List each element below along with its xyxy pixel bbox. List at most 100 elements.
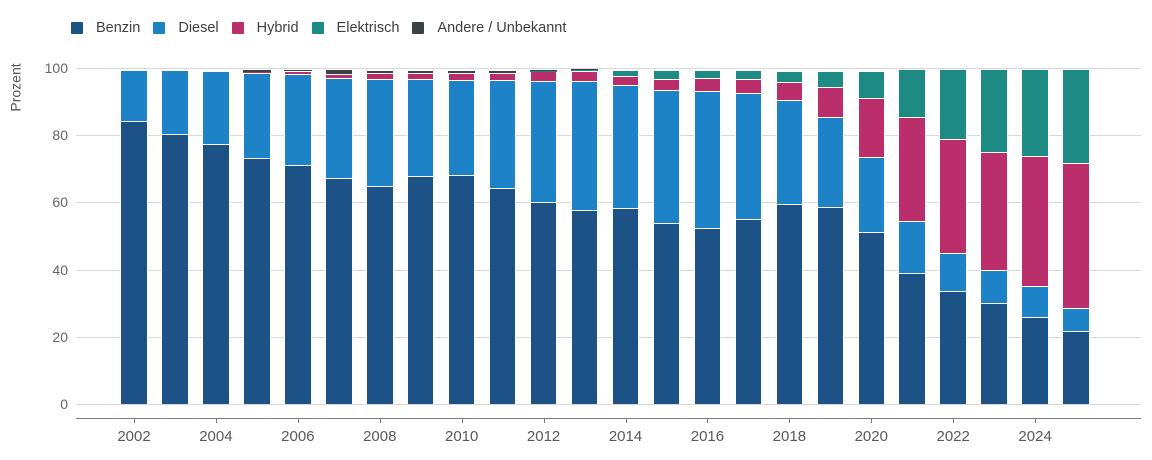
bar-segment-2011-hybrid[interactable] <box>488 72 517 81</box>
bar-segment-2019-hybrid[interactable] <box>816 86 845 118</box>
bar-segment-2015-hybrid[interactable] <box>652 79 681 91</box>
bar-segment-2020-diesel[interactable] <box>857 157 886 232</box>
bar-segment-2006-diesel[interactable] <box>284 73 312 166</box>
bar-segment-2020-hybrid[interactable] <box>857 97 886 158</box>
bar-segment-2004-diesel[interactable] <box>202 71 230 144</box>
bar-segment-2012-andere-unbekannt[interactable] <box>529 70 558 72</box>
bar-segment-2022-diesel[interactable] <box>939 252 967 292</box>
bar-segment-2025-diesel[interactable] <box>1062 307 1090 331</box>
legend-item-benzin[interactable]: Benzin <box>71 20 140 36</box>
bar-segment-2007-diesel[interactable] <box>325 78 353 179</box>
bar-segment-2009-benzin[interactable] <box>406 176 435 404</box>
bar-segment-2024-elektrisch[interactable] <box>1021 69 1049 157</box>
bar-segment-2012-diesel[interactable] <box>529 80 558 203</box>
bar-segment-2004-benzin[interactable] <box>202 143 230 404</box>
bar-segment-2019-benzin[interactable] <box>816 207 845 404</box>
bar-segment-2023-hybrid[interactable] <box>980 152 1008 270</box>
bar-segment-2002-diesel[interactable] <box>120 70 148 122</box>
bar-segment-2003-diesel[interactable] <box>161 70 189 134</box>
bar-segment-2005-benzin[interactable] <box>243 158 271 404</box>
bar-segment-2017-benzin[interactable] <box>734 219 763 404</box>
bar-segment-2019-elektrisch[interactable] <box>816 71 845 87</box>
bar-segment-2018-benzin[interactable] <box>775 204 804 404</box>
bar-segment-2018-diesel[interactable] <box>775 100 804 205</box>
bar-segment-2015-benzin[interactable] <box>652 222 681 404</box>
bar-segment-2007-andere-unbekannt[interactable] <box>325 69 353 74</box>
bar-segment-2005-diesel[interactable] <box>243 73 271 159</box>
bar-segment-2010-andere-unbekannt[interactable] <box>447 71 476 74</box>
bar-segment-2016-elektrisch[interactable] <box>693 70 722 79</box>
bar-segment-2014-diesel[interactable] <box>611 85 640 209</box>
bar-segment-2024-benzin[interactable] <box>1021 316 1049 404</box>
bar-segment-2017-hybrid[interactable] <box>734 79 763 93</box>
bar-segment-2024-hybrid[interactable] <box>1021 156 1049 287</box>
bar-segment-2005-hybrid[interactable] <box>243 72 271 74</box>
bar-segment-2021-hybrid[interactable] <box>898 116 926 221</box>
bar-segment-2007-hybrid[interactable] <box>325 73 353 79</box>
bar-segment-2012-benzin[interactable] <box>529 202 558 404</box>
bar-segment-2015-diesel[interactable] <box>652 90 681 223</box>
legend-item-diesel[interactable]: Diesel <box>153 20 219 36</box>
bar-segment-2025-benzin[interactable] <box>1062 330 1090 404</box>
bar-segment-2013-hybrid[interactable] <box>570 70 599 81</box>
bar-segment-2017-elektrisch[interactable] <box>734 70 763 80</box>
bar-segment-2010-hybrid[interactable] <box>447 73 476 81</box>
bar-segment-2023-benzin[interactable] <box>980 303 1008 404</box>
legend-item-andere-unbekannt[interactable]: Andere / Unbekannt <box>412 20 566 36</box>
legend-item-hybrid[interactable]: Hybrid <box>231 20 299 36</box>
bar-segment-2014-elektrisch[interactable] <box>611 69 640 76</box>
legend-item-elektrisch[interactable]: Elektrisch <box>311 20 399 36</box>
bar-segment-2015-elektrisch[interactable] <box>652 69 681 80</box>
bar-segment-2022-hybrid[interactable] <box>939 138 967 253</box>
bar-segment-2014-benzin[interactable] <box>611 208 640 404</box>
bar-segment-2025-elektrisch[interactable] <box>1062 69 1090 164</box>
bar-segment-2011-andere-unbekannt[interactable] <box>488 71 517 73</box>
bar-segment-2021-benzin[interactable] <box>898 272 926 404</box>
y-tick-label-60: 60 <box>52 194 68 211</box>
bar-segment-2021-elektrisch[interactable] <box>898 69 926 117</box>
bar-segment-2009-diesel[interactable] <box>406 79 435 177</box>
bar-segment-2016-benzin[interactable] <box>693 227 722 404</box>
bar-segment-2013-andere-unbekannt[interactable] <box>570 69 599 71</box>
bar-segment-2021-diesel[interactable] <box>898 220 926 273</box>
bar-segment-2013-elektrisch[interactable] <box>570 70 599 71</box>
bar-segment-2020-elektrisch[interactable] <box>857 70 886 98</box>
bar-segment-2003-benzin[interactable] <box>161 133 189 404</box>
bar-segment-2016-hybrid[interactable] <box>693 78 722 91</box>
bar-segment-2008-benzin[interactable] <box>366 185 394 404</box>
bar-segment-2023-diesel[interactable] <box>980 269 1008 304</box>
bar-segment-2011-diesel[interactable] <box>488 80 517 188</box>
bar-segment-2018-hybrid[interactable] <box>775 82 804 101</box>
bar-segment-2018-elektrisch[interactable] <box>775 71 804 83</box>
bar-segment-2013-benzin[interactable] <box>570 210 599 404</box>
bar-segment-2010-benzin[interactable] <box>447 174 476 404</box>
bar-segment-2008-diesel[interactable] <box>366 79 394 186</box>
bar-segment-2014-hybrid[interactable] <box>611 75 640 86</box>
bar-segment-2013-diesel[interactable] <box>570 80 599 211</box>
bar-segment-2010-diesel[interactable] <box>447 80 476 175</box>
x-tick-label-2006: 2006 <box>281 428 315 445</box>
x-tick-label-2024: 2024 <box>1018 428 1052 445</box>
bar-segment-2008-hybrid[interactable] <box>366 73 394 80</box>
legend-swatch-icon <box>153 22 166 34</box>
bar-segment-2009-andere-unbekannt[interactable] <box>406 70 435 74</box>
bar-segment-2005-andere-unbekannt[interactable] <box>243 70 271 73</box>
bar-segment-2019-diesel[interactable] <box>816 117 845 208</box>
bar-segment-2008-andere-unbekannt[interactable] <box>366 70 394 74</box>
bar-segment-2017-diesel[interactable] <box>734 92 763 220</box>
bar-segment-2006-benzin[interactable] <box>284 165 312 404</box>
bar-segment-2006-hybrid[interactable] <box>284 70 312 74</box>
bar-segment-2022-elektrisch[interactable] <box>939 69 967 139</box>
bar-segment-2024-diesel[interactable] <box>1021 286 1049 317</box>
bar-segment-2012-hybrid[interactable] <box>529 71 558 81</box>
bar-segment-2006-andere-unbekannt[interactable] <box>284 70 312 71</box>
bar-segment-2011-benzin[interactable] <box>488 187 517 404</box>
bar-segment-2016-diesel[interactable] <box>693 90 722 228</box>
bar-segment-2009-hybrid[interactable] <box>406 73 435 80</box>
bar-segment-2022-benzin[interactable] <box>939 291 967 404</box>
bar-segment-2007-benzin[interactable] <box>325 178 353 404</box>
bar-segment-2025-hybrid[interactable] <box>1062 163 1090 308</box>
bar-segment-2023-elektrisch[interactable] <box>980 69 1008 153</box>
bar-segment-2020-benzin[interactable] <box>857 231 886 404</box>
bar-segment-2002-benzin[interactable] <box>120 121 148 404</box>
